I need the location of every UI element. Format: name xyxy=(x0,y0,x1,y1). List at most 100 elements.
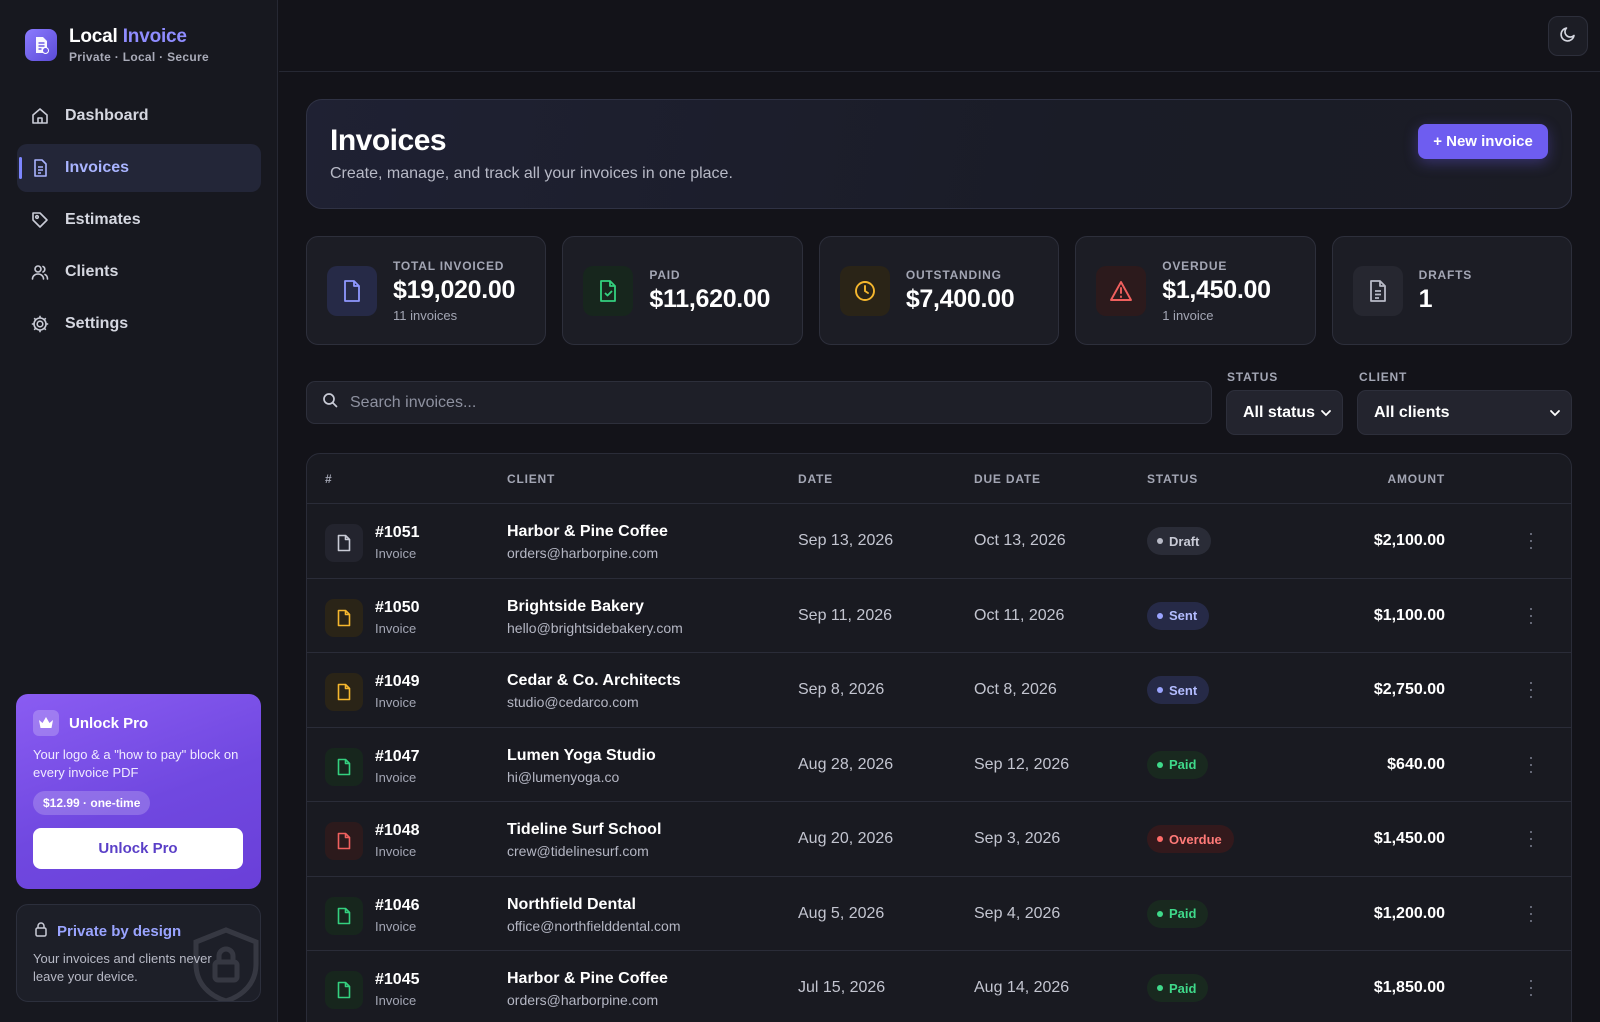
table-row[interactable]: #1050 Invoice Brightside Bakery hello@brigh… xyxy=(307,579,1571,653)
stat-outstanding: OUTSTANDING $7,400.00 xyxy=(818,236,1060,345)
client-filter-select[interactable]: All clients xyxy=(1357,390,1572,435)
invoice-date: Aug 5, 2026 xyxy=(798,904,885,922)
table-row[interactable]: #1047 Invoice Lumen Yoga Studio hi@lumenyog… xyxy=(307,728,1571,802)
invoice-due-date: Sep 4, 2026 xyxy=(974,904,1061,922)
client-name: Tideline Surf School xyxy=(507,821,662,838)
search-input[interactable] xyxy=(350,393,1150,412)
invoice-number[interactable]: #1048 xyxy=(375,822,420,839)
column-header-number[interactable]: # xyxy=(325,471,333,486)
status-filter-select[interactable]: All status xyxy=(1226,390,1343,435)
brand[interactable]: Local Invoice Private · Local · Secure xyxy=(25,26,209,64)
more-options-icon[interactable] xyxy=(1528,980,1534,996)
table-row[interactable]: #1051 Invoice Harbor & Pine Coffee orders@h… xyxy=(307,504,1571,579)
status-filter-label: STATUS xyxy=(1227,370,1279,384)
invoice-amount: $2,100.00 xyxy=(1373,532,1445,549)
theme-toggle-button[interactable] xyxy=(1548,16,1588,56)
invoice-doc-icon xyxy=(325,971,363,1009)
status-dot-icon xyxy=(1157,910,1163,917)
column-header-due-date[interactable]: DUE DATE xyxy=(974,471,1041,486)
unlock-pro-description: Your logo & a "how to pay" block on ever… xyxy=(33,747,239,780)
pro-price-badge: $12.99 · one-time xyxy=(33,791,151,815)
invoice-doc-icon xyxy=(325,896,363,935)
invoice-date: Aug 20, 2026 xyxy=(798,830,894,847)
client-name: Lumen Yoga Studio xyxy=(507,746,656,764)
invoices-table: # CLIENT DATE DUE DATE STATUS AMOUNT #10… xyxy=(306,453,1572,1022)
search-box[interactable] xyxy=(306,381,1212,424)
top-bar xyxy=(279,0,1600,72)
status-dot-icon xyxy=(1157,687,1163,693)
status-badge: Paid xyxy=(1147,899,1209,928)
stats-row: TOTAL INVOICED $19,020.00 11 invoices PA… xyxy=(306,236,1573,345)
stat-total-invoiced: TOTAL INVOICED $19,020.00 11 invoices xyxy=(306,236,547,345)
table-row[interactable]: #1045 Invoice Harbor & Pine Coffee orders@h… xyxy=(307,951,1571,1022)
privacy-title: Private by design xyxy=(57,923,182,940)
clock-icon xyxy=(839,265,890,316)
invoice-amount: $1,850.00 xyxy=(1373,979,1445,996)
client-email: hi@lumenyoga.co xyxy=(507,768,620,785)
sidebar-item-settings[interactable]: Settings xyxy=(17,300,261,348)
status-label: Paid xyxy=(1169,757,1197,772)
status-dot-icon xyxy=(1157,761,1163,768)
sidebar-item-label: Settings xyxy=(65,315,129,332)
more-options-icon[interactable] xyxy=(1528,682,1534,698)
crown-icon xyxy=(33,710,59,736)
status-badge: Draft xyxy=(1147,527,1212,555)
document-lines-icon xyxy=(1352,265,1403,316)
unlock-pro-button[interactable]: Unlock Pro xyxy=(33,828,243,869)
invoice-amount: $2,750.00 xyxy=(1373,681,1445,698)
invoice-number[interactable]: #1046 xyxy=(375,896,420,914)
invoice-due-date: Aug 14, 2026 xyxy=(974,979,1070,996)
column-header-date[interactable]: DATE xyxy=(798,471,833,486)
client-email: orders@harborpine.com xyxy=(507,992,659,1008)
stat-value: $11,620.00 xyxy=(649,284,771,313)
sidebar-item-clients[interactable]: Clients xyxy=(17,248,261,296)
invoice-number[interactable]: #1045 xyxy=(375,971,420,988)
client-name: Harbor & Pine Coffee xyxy=(507,970,668,987)
more-options-icon[interactable] xyxy=(1528,831,1534,847)
invoice-date: Sep 11, 2026 xyxy=(798,606,893,624)
document-check-icon xyxy=(583,265,634,316)
unlock-pro-card: Unlock Pro Your logo & a "how to pay" bl… xyxy=(16,694,261,889)
client-email: office@northfielddental.com xyxy=(507,917,681,934)
table-row[interactable]: #1048 Invoice Tideline Surf School crew@tid… xyxy=(307,802,1571,877)
unlock-pro-title: Unlock Pro xyxy=(69,714,149,732)
more-options-icon[interactable] xyxy=(1528,905,1534,922)
invoice-due-date: Sep 3, 2026 xyxy=(974,830,1061,847)
more-options-icon[interactable] xyxy=(1528,756,1534,773)
status-dot-icon xyxy=(1157,612,1163,619)
stat-note: 1 invoice xyxy=(1162,307,1214,323)
client-name: Northfield Dental xyxy=(507,895,636,913)
sidebar-item-invoices[interactable]: Invoices xyxy=(17,144,261,192)
invoice-type: Invoice xyxy=(375,546,417,561)
invoice-number[interactable]: #1050 xyxy=(375,598,420,616)
table-row[interactable]: #1049 Invoice Cedar & Co. Architects studio… xyxy=(307,653,1571,728)
invoice-number[interactable]: #1051 xyxy=(375,524,420,541)
invoice-date: Sep 8, 2026 xyxy=(798,681,885,698)
invoice-date: Aug 28, 2026 xyxy=(798,755,894,773)
client-filter-value: All clients xyxy=(1374,403,1450,421)
invoice-type: Invoice xyxy=(375,695,417,710)
more-options-icon[interactable] xyxy=(1528,607,1534,624)
invoice-number[interactable]: #1047 xyxy=(375,747,420,765)
status-badge: Paid xyxy=(1147,974,1209,1002)
status-badge: Sent xyxy=(1147,601,1210,630)
sidebar-item-estimates[interactable]: Estimates xyxy=(17,196,261,244)
new-invoice-button[interactable]: + New invoice xyxy=(1418,124,1548,159)
table-row[interactable]: #1046 Invoice Northfield Dental office@nort… xyxy=(307,877,1571,951)
column-header-client[interactable]: CLIENT xyxy=(507,471,556,486)
invoice-due-date: Oct 13, 2026 xyxy=(974,532,1066,549)
stat-label: OUTSTANDING xyxy=(905,267,1002,282)
stat-label: DRAFTS xyxy=(1418,267,1473,282)
sidebar-item-label: Clients xyxy=(65,263,119,280)
invoice-number[interactable]: #1049 xyxy=(375,673,420,690)
client-email: hello@brightsidebakery.com xyxy=(507,619,683,636)
chevron-down-icon xyxy=(1320,404,1332,422)
column-header-amount[interactable]: AMOUNT xyxy=(1387,471,1445,486)
more-options-icon[interactable] xyxy=(1528,533,1534,549)
sidebar-item-dashboard[interactable]: Dashboard xyxy=(17,92,261,140)
app-logo-icon xyxy=(25,29,57,61)
status-badge: Overdue xyxy=(1147,825,1234,853)
invoice-due-date: Sep 12, 2026 xyxy=(974,755,1070,773)
column-header-status[interactable]: STATUS xyxy=(1147,471,1199,486)
status-label: Overdue xyxy=(1169,831,1222,847)
